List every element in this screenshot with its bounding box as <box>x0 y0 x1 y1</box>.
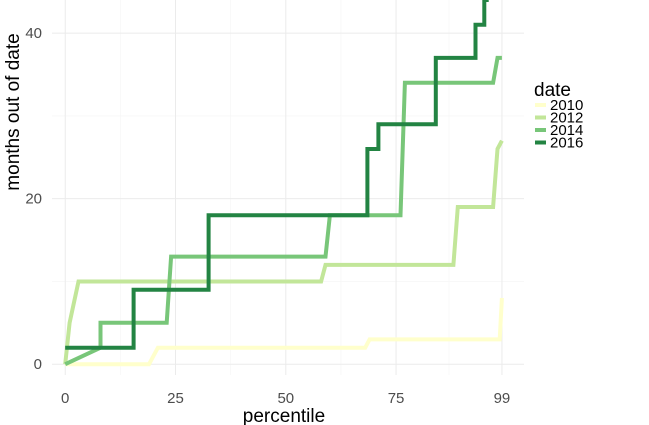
series-line-2012 <box>63 139 504 365</box>
legend-title: date <box>534 80 571 101</box>
y-axis-title: months out of date <box>3 33 24 190</box>
legend-label-2016: 2016 <box>550 135 583 152</box>
x-axis-title: percentile <box>243 406 325 425</box>
series-line-2014 <box>64 55 502 367</box>
legend-label-2014: 2014 <box>550 122 583 139</box>
x-tick-label: 99 <box>494 390 511 407</box>
x-axis-ticks: 0 25 50 75 99 <box>61 390 510 407</box>
series-line-2010 <box>65 297 504 367</box>
x-tick-label: 0 <box>61 390 69 407</box>
series-lines <box>63 0 504 367</box>
y-tick-label: 0 <box>34 356 42 373</box>
series-line-2016 <box>65 0 489 350</box>
legend-label-2012: 2012 <box>550 110 583 127</box>
y-tick-label: 40 <box>25 25 42 42</box>
legend-label-2010: 2010 <box>550 97 583 114</box>
x-tick-label: 50 <box>277 390 294 407</box>
x-tick-label: 25 <box>167 390 184 407</box>
y-tick-label: 20 <box>25 191 42 208</box>
x-tick-label: 75 <box>388 390 405 407</box>
y-axis-ticks: 0 20 40 <box>25 25 42 373</box>
